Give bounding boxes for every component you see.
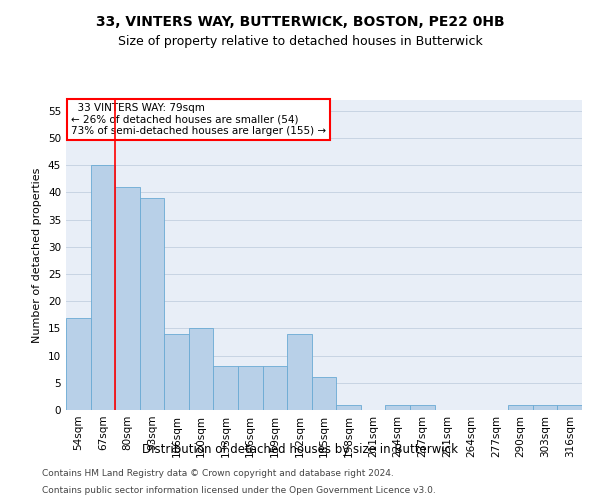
- Text: Distribution of detached houses by size in Butterwick: Distribution of detached houses by size …: [142, 442, 458, 456]
- Bar: [385, 404, 410, 410]
- Bar: [164, 334, 189, 410]
- Y-axis label: Number of detached properties: Number of detached properties: [32, 168, 43, 342]
- Text: Size of property relative to detached houses in Butterwick: Size of property relative to detached ho…: [118, 35, 482, 48]
- Bar: [140, 198, 164, 410]
- Text: 33, VINTERS WAY, BUTTERWICK, BOSTON, PE22 0HB: 33, VINTERS WAY, BUTTERWICK, BOSTON, PE2…: [95, 15, 505, 29]
- Bar: [91, 166, 115, 410]
- Bar: [189, 328, 214, 410]
- Bar: [66, 318, 91, 410]
- Bar: [214, 366, 238, 410]
- Text: Contains public sector information licensed under the Open Government Licence v3: Contains public sector information licen…: [42, 486, 436, 495]
- Bar: [557, 404, 582, 410]
- Bar: [508, 404, 533, 410]
- Bar: [312, 378, 336, 410]
- Bar: [336, 404, 361, 410]
- Bar: [533, 404, 557, 410]
- Text: 33 VINTERS WAY: 79sqm  
← 26% of detached houses are smaller (54)
73% of semi-de: 33 VINTERS WAY: 79sqm ← 26% of detached …: [71, 103, 326, 136]
- Bar: [263, 366, 287, 410]
- Text: Contains HM Land Registry data © Crown copyright and database right 2024.: Contains HM Land Registry data © Crown c…: [42, 468, 394, 477]
- Bar: [287, 334, 312, 410]
- Bar: [410, 404, 434, 410]
- Bar: [238, 366, 263, 410]
- Bar: [115, 187, 140, 410]
